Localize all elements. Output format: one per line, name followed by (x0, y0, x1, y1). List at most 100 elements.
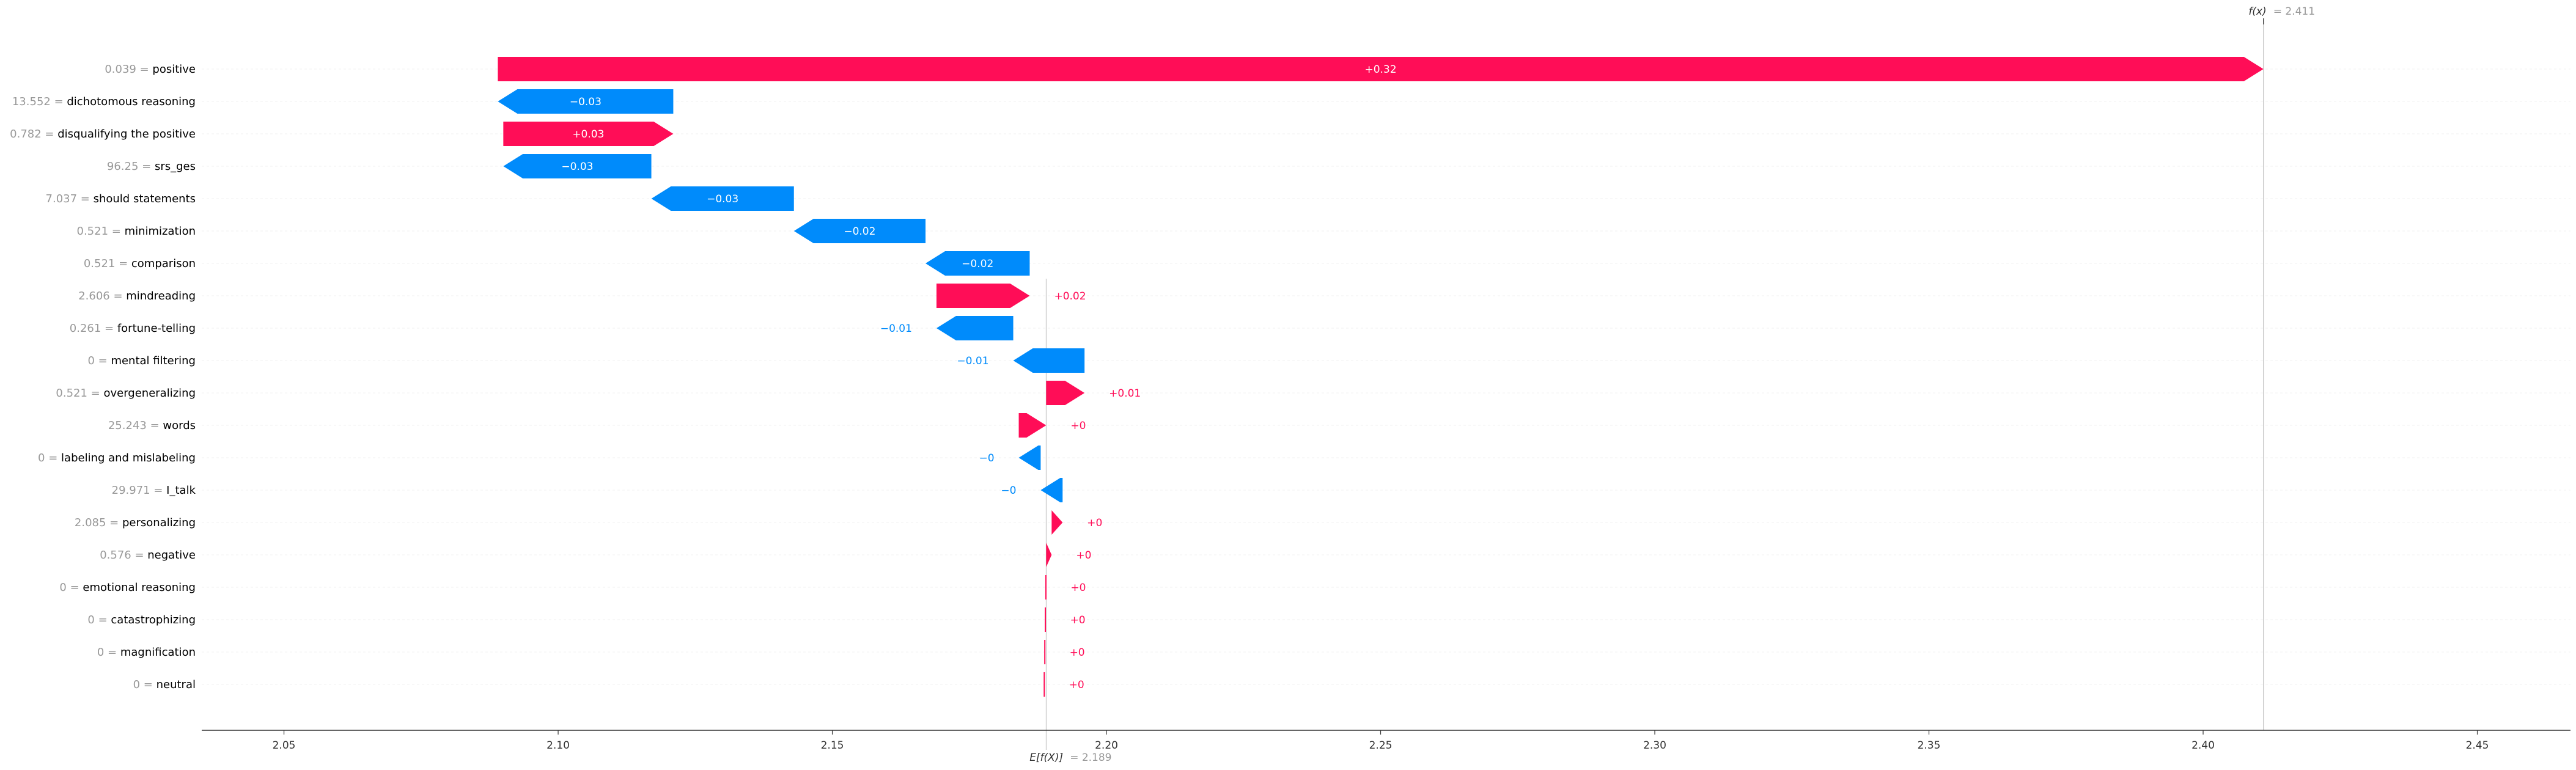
output-symbol: f(x) (2248, 6, 2266, 18)
feature-name: neutral (156, 678, 196, 691)
feature-name: srs_ges (155, 160, 196, 173)
feature-label: 29.971 = I_talk (112, 484, 196, 497)
contribution-value-label: +0 (1076, 549, 1091, 562)
feature-label: 0.521 = overgeneralizing (56, 387, 196, 400)
feature-value: 0.521 = (77, 225, 125, 238)
feature-label: 2.085 = personalizing (75, 516, 196, 529)
contribution-bar (1018, 446, 1041, 470)
base-value-text: = 2.189 (1070, 752, 1111, 764)
feature-name: I_talk (166, 484, 196, 497)
feature-name: words (163, 419, 196, 432)
contribution-bar (936, 284, 1030, 308)
feature-value: 0 = (87, 614, 111, 626)
x-tick-label: 2.25 (1369, 739, 1393, 752)
contribution-value-label: +0.02 (1054, 290, 1086, 302)
feature-value: 0 = (97, 646, 120, 659)
feature-name: negative (147, 549, 196, 562)
feature-label: 0.521 = comparison (84, 257, 196, 270)
contribution-bar (503, 154, 652, 178)
contribution-value-label: +0.32 (1364, 64, 1396, 76)
contribution-value-label: +0 (1070, 420, 1086, 432)
feature-name: minimization (125, 225, 196, 238)
feature-name: disqualifying the positive (57, 128, 196, 141)
reference-lines (1045, 18, 2264, 750)
feature-value: 0 = (38, 452, 61, 464)
feature-label: 0 = neutral (133, 678, 196, 691)
contribution-value-label: −0 (979, 452, 994, 464)
contribution-bar (793, 219, 926, 243)
contribution-value-label: +0 (1070, 614, 1085, 626)
x-tick-label: 2.40 (2191, 739, 2215, 752)
feature-label: 0 = catastrophizing (87, 614, 196, 626)
contribution-bar (1013, 348, 1085, 373)
feature-value: 25.243 = (108, 419, 163, 432)
contribution-bar (1051, 510, 1063, 535)
contribution-value-label: −0.03 (570, 96, 602, 108)
contribution-value-label: +0 (1070, 647, 1085, 659)
feature-label: 25.243 = words (108, 419, 196, 432)
feature-name: positive (152, 63, 196, 76)
feature-name: labeling and mislabeling (61, 452, 196, 464)
feature-name: fortune-telling (117, 322, 196, 335)
feature-value: 0 = (87, 354, 111, 367)
feature-value: 0.521 = (84, 257, 131, 270)
contribution-value-label: +0 (1069, 679, 1084, 691)
feature-value: 0.521 = (56, 387, 103, 400)
contribution-value-label: +0 (1087, 517, 1102, 529)
output-value-text: = 2.411 (2273, 6, 2315, 18)
x-tick-label: 2.35 (1918, 739, 1941, 752)
contribution-bar (1018, 413, 1047, 438)
contribution-value-label: −0.01 (957, 355, 988, 367)
feature-value: 0.782 = (10, 128, 57, 141)
contribution-bars (498, 57, 2264, 697)
x-tick-label: 2.10 (546, 739, 570, 752)
feature-label: 0 = mental filtering (87, 354, 196, 367)
contribution-labels: +0.32 −0.03 +0.03 −0.03 −0.03 −0.02 −0.02 +0.02… (561, 64, 1396, 691)
feature-value: 2.606 = (78, 290, 126, 302)
x-axis: 2.05 2.10 2.15 2.20 2.25 2.30 2.35 2.40 2.45 (202, 730, 2570, 752)
contribution-bar (651, 186, 794, 211)
feature-label: 2.606 = mindreading (78, 290, 196, 302)
feature-labels: 0.039 = positive 13.552 = dichotomous rea… (10, 63, 196, 691)
feature-label: 0 = emotional reasoning (59, 581, 196, 594)
feature-value: 0 = (59, 581, 83, 594)
feature-value: 13.552 = (12, 95, 67, 108)
contribution-bar (1046, 543, 1052, 567)
contribution-value-label: −0 (1001, 485, 1016, 497)
contribution-value-label: −0.01 (880, 323, 912, 335)
feature-name: comparison (131, 257, 196, 270)
x-tick-label: 2.30 (1643, 739, 1666, 752)
feature-value: 29.971 = (112, 484, 167, 497)
feature-value: 0 = (133, 678, 156, 691)
output-value-label: f(x) = 2.411 (2248, 6, 2315, 18)
contribution-value-label: +0.01 (1109, 387, 1141, 400)
feature-label: 0.782 = disqualifying the positive (10, 128, 196, 141)
feature-name: overgeneralizing (103, 387, 196, 400)
contribution-value-label: −0.02 (962, 258, 993, 270)
contribution-bar (936, 316, 1014, 340)
x-tick-label: 2.20 (1095, 739, 1118, 752)
contribution-value-label: +0.03 (572, 128, 604, 141)
feature-label: 96.25 = srs_ges (107, 160, 196, 173)
contribution-value-label: −0.03 (707, 193, 738, 205)
feature-label: 13.552 = dichotomous reasoning (12, 95, 196, 108)
contribution-bar (926, 251, 1030, 276)
feature-label: 0.521 = minimization (77, 225, 196, 238)
contribution-bar (498, 57, 2264, 81)
feature-value: 96.25 = (107, 160, 155, 173)
base-and-output-labels: f(x) = 2.411 E[f(X)] = 2.189 (1029, 6, 2315, 764)
x-tick-label: 2.15 (821, 739, 844, 752)
feature-value: 2.085 = (75, 516, 122, 529)
contribution-bar (1046, 381, 1085, 405)
base-symbol: E[f(X)] (1029, 752, 1063, 764)
feature-name: emotional reasoning (83, 581, 196, 594)
feature-name: mindreading (126, 290, 196, 302)
contribution-value-label: +0 (1070, 582, 1086, 594)
feature-name: dichotomous reasoning (67, 95, 196, 108)
contribution-bar (503, 122, 674, 146)
feature-name: personalizing (122, 516, 196, 529)
feature-label: 7.037 = should statements (46, 193, 196, 205)
feature-label: 0 = magnification (97, 646, 196, 659)
